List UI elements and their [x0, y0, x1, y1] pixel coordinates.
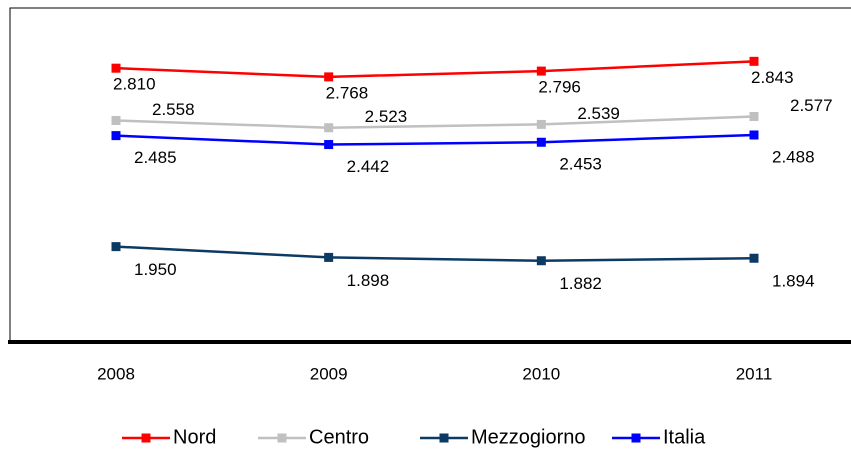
legend-marker	[631, 433, 641, 443]
legend-label: Mezzogiorno	[471, 426, 586, 448]
data-point	[324, 140, 334, 150]
data-label: 1.882	[559, 274, 602, 293]
data-label: 2.485	[134, 148, 177, 167]
data-label: 2.577	[790, 96, 833, 115]
plot-frame	[9, 7, 851, 340]
data-point	[324, 123, 334, 133]
x-tick-label: 2008	[97, 364, 135, 383]
data-label: 2.442	[347, 157, 390, 176]
series-line	[115, 115, 755, 129]
data-point	[324, 72, 334, 82]
data-point	[536, 66, 546, 76]
data-label: 2.796	[538, 78, 581, 97]
data-point	[749, 112, 759, 122]
series-line	[115, 133, 755, 146]
legend-label: Nord	[173, 426, 216, 448]
data-label: 2.523	[365, 107, 408, 126]
data-point	[111, 63, 121, 73]
data-point	[111, 131, 121, 141]
data-label: 2.558	[152, 100, 195, 119]
data-label: 2.453	[559, 155, 602, 174]
data-point	[536, 119, 546, 129]
data-label: 2.843	[751, 68, 794, 87]
data-label: 2.768	[326, 83, 369, 102]
legend-marker	[277, 433, 287, 443]
legend-label: Centro	[309, 426, 369, 448]
data-point	[536, 256, 546, 266]
data-point	[111, 242, 121, 252]
x-tick-label: 2010	[522, 364, 560, 383]
legend-label: Italia	[663, 426, 706, 448]
data-point	[749, 130, 759, 140]
legend-marker	[439, 433, 449, 443]
data-label: 1.950	[134, 260, 177, 279]
x-tick-label: 2009	[310, 364, 348, 383]
data-label: 1.894	[772, 272, 815, 291]
series-line	[115, 245, 755, 262]
data-point	[749, 253, 759, 263]
data-label: 2.539	[577, 104, 620, 123]
legend-marker	[141, 433, 151, 443]
data-point	[324, 252, 334, 262]
data-point	[111, 115, 121, 125]
data-label: 1.898	[347, 271, 390, 290]
data-point	[536, 137, 546, 147]
series-line	[115, 60, 755, 79]
x-tick-label: 2011	[736, 364, 773, 383]
data-label: 2.810	[113, 75, 156, 94]
data-point	[749, 56, 759, 66]
data-label: 2.488	[772, 147, 815, 166]
